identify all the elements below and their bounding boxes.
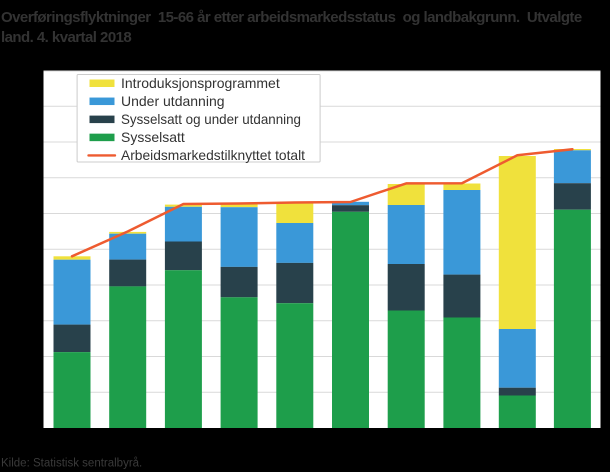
svg-text:Sysselsatt og under utdanning: Sysselsatt og under utdanning xyxy=(121,111,301,127)
svg-text:Overføringsflyktninger 15-66: Overføringsflyktninger 15-66 år etter ar… xyxy=(1,9,582,26)
svg-text:land. 4. kvartal 2018: land. 4. kvartal 2018 xyxy=(1,29,131,46)
svg-text:Under utdanning: Under utdanning xyxy=(121,93,225,109)
svg-text:Introduksjonsprogrammet: Introduksjonsprogrammet xyxy=(121,75,280,91)
svg-text:Kilde: Statistisk sentralbyrå.: Kilde: Statistisk sentralbyrå. xyxy=(1,458,142,470)
svg-text:Arbeidsmarkedstilknyttet total: Arbeidsmarkedstilknyttet totalt xyxy=(121,147,305,163)
svg-text:Sysselsatt: Sysselsatt xyxy=(121,129,185,145)
